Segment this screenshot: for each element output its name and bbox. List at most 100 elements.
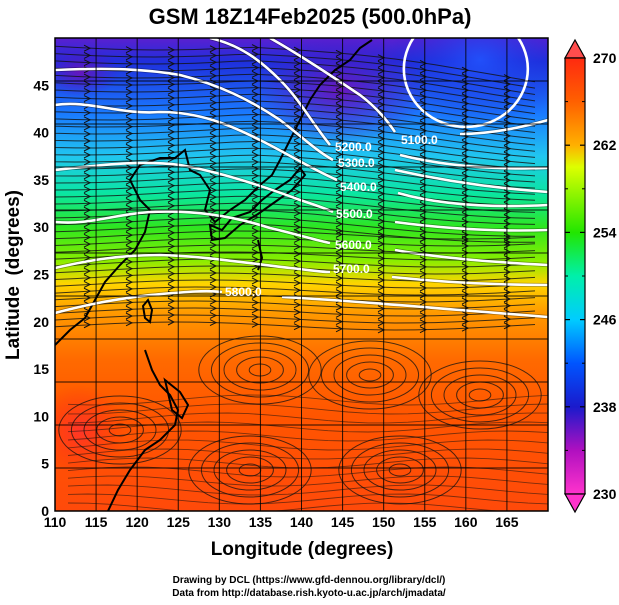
streamline-arrow	[461, 297, 470, 305]
streamline-arrow	[167, 175, 176, 183]
streamline-arrow	[335, 109, 344, 117]
streamline	[55, 216, 536, 237]
streamline-arrow	[335, 289, 344, 297]
streamline-arrow	[503, 295, 512, 303]
streamline-arrow	[251, 234, 260, 242]
streamline-arrow	[503, 288, 512, 296]
streamline-arrow	[419, 181, 428, 189]
streamline-arrow	[125, 177, 134, 185]
streamline	[55, 168, 536, 195]
streamline	[67, 412, 548, 424]
streamline-arrow	[461, 283, 470, 291]
streamline-arrow	[167, 277, 176, 284]
streamline-arrow	[419, 113, 428, 121]
streamline	[55, 279, 536, 289]
streamline-arrow	[125, 231, 134, 239]
streamline-arrow	[335, 245, 344, 253]
streamline-arrow	[503, 74, 512, 81]
streamline-arrow	[503, 241, 512, 249]
streamline-arrow	[503, 80, 512, 88]
streamline-arrow	[293, 315, 302, 323]
contour-labels: 5100.0 5200.0 5300.0 5400.0 5500.0 5600.…	[225, 133, 438, 299]
streamline-arrow	[251, 291, 260, 299]
y-tick-label: 25	[33, 267, 49, 283]
streamline-arrow	[461, 218, 470, 226]
streamline-arrow	[419, 188, 428, 196]
streamline-arrow	[293, 308, 302, 316]
streamline-arrow	[461, 139, 470, 147]
streamline-arrow	[83, 123, 92, 131]
x-tick-label: 110	[44, 514, 67, 530]
streamline-arrow	[167, 242, 176, 250]
streamline-eddy	[83, 409, 157, 451]
streamline-eddy	[200, 442, 300, 498]
streamline-eddy	[226, 456, 274, 484]
streamline-arrow	[419, 291, 428, 299]
contour-label-5300: 5300.0	[338, 156, 375, 170]
streamline-arrow	[335, 137, 344, 145]
streamline-arrow	[335, 103, 344, 111]
y-tick-label: 45	[33, 77, 49, 93]
streamline-arrow	[503, 100, 512, 108]
streamline-arrow	[209, 262, 218, 270]
streamline-arrow	[209, 248, 218, 256]
streamline-arrow	[83, 213, 92, 221]
streamline-arrow	[167, 87, 176, 95]
streamline-arrow	[125, 171, 134, 178]
streamline-arrow	[293, 140, 302, 148]
streamline-arrow	[125, 245, 134, 252]
streamline-arrow	[293, 243, 302, 251]
streamline-arrow	[125, 123, 134, 131]
streamline-arrow	[83, 44, 92, 52]
streamline-arrow	[167, 195, 176, 203]
streamline-arrow	[125, 116, 134, 124]
streamline-arrow	[83, 199, 92, 207]
streamline-arrow	[209, 297, 218, 305]
streamline-arrow	[251, 151, 260, 159]
streamline-arrow	[167, 114, 176, 122]
streamline-arrow	[335, 192, 344, 200]
streamline-arrow	[167, 168, 176, 176]
streamline-arrow	[335, 157, 344, 165]
streamline-arrow	[209, 132, 218, 140]
streamline-arrow	[503, 248, 512, 256]
streamline-arrow	[461, 146, 470, 154]
streamline-arrow	[335, 164, 344, 172]
streamline-arrow	[251, 44, 260, 52]
streamline-arrow	[251, 241, 260, 249]
streamline-arrow	[251, 299, 260, 307]
streamline-arrow	[335, 150, 344, 158]
streamline-arrow	[209, 200, 218, 208]
streamline	[55, 45, 536, 83]
streamline-arrow	[83, 109, 92, 117]
streamline-arrow	[503, 176, 512, 184]
streamline-arrow	[125, 102, 134, 110]
streamline-arrow	[461, 100, 470, 107]
x-tick-label: 145	[331, 514, 355, 530]
streamline-arrow	[419, 326, 428, 334]
streamline-arrow	[209, 283, 218, 291]
colorbar-tick-label: 262	[593, 137, 617, 153]
streamline-arrow	[83, 321, 92, 329]
streamline-eddy	[363, 449, 437, 491]
streamline-arrow	[503, 195, 512, 203]
colorbar-tick-label: 254	[593, 224, 617, 240]
streamline-arrow	[293, 286, 302, 294]
streamline-arrow	[503, 302, 512, 310]
streamline-arrow	[125, 184, 134, 192]
streamline-arrow	[83, 227, 92, 234]
streamline-arrow	[167, 94, 176, 102]
streamline-arrow	[293, 202, 302, 210]
streamline-arrow	[293, 250, 302, 258]
streamline-arrow	[125, 265, 134, 273]
contour-line-5500	[55, 161, 548, 232]
streamline-eddy	[346, 361, 394, 389]
streamline-arrow	[83, 80, 92, 88]
plot-frame	[54, 37, 549, 512]
x-tick-label: 115	[85, 514, 108, 530]
streamline-arrow	[167, 263, 176, 271]
streamline-arrow	[251, 284, 260, 292]
streamline	[55, 188, 536, 213]
streamline-arrow	[335, 123, 344, 131]
